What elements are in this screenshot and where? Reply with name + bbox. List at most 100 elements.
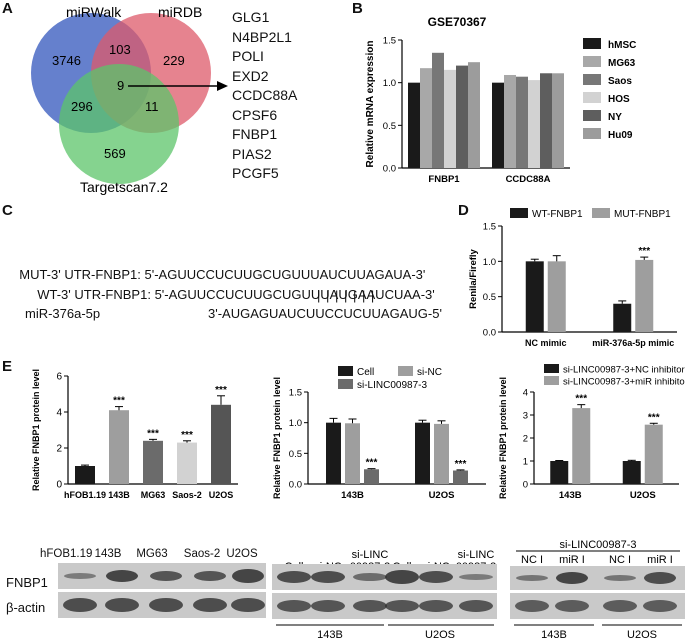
chart-d-luciferase: WT-FNBP1 MUT-FNBP1 0.0 0.5 1.0 1.5 Renila/Fire… bbox=[468, 208, 677, 348]
chart-e-rescue: si-LINC00987-3+NC inhibitorsi-LINC00987-… bbox=[498, 364, 685, 501]
wt-sequence: 5'-AGUUCCUCUUGCUGUUUAUGAAUCUAA-3' bbox=[154, 287, 435, 302]
blot1-col: MG63 bbox=[136, 548, 168, 560]
venn-diagram: miRWalk miRDB Targetscan7.2 3746 229 569… bbox=[31, 4, 228, 195]
blot3-actin-band bbox=[603, 600, 637, 612]
blot1-actin-band bbox=[149, 598, 183, 612]
y-tick-label: 0.0 bbox=[289, 480, 302, 491]
blot2-col-label: si-LINC bbox=[352, 549, 389, 561]
legend-swatch bbox=[544, 364, 559, 373]
bar bbox=[552, 73, 564, 168]
panel-label-e: E bbox=[2, 358, 13, 375]
blot1-col: 143B bbox=[94, 548, 122, 560]
x-tick-label: hFOB1.19 bbox=[64, 490, 106, 500]
mir-label: miR-376a-5p bbox=[25, 306, 101, 321]
legend-label: MG63 bbox=[608, 58, 636, 69]
chart-b-gse70367: GSE70367 0.0 0.5 1.0 1.5 Relative mRNA expres… bbox=[365, 15, 636, 185]
blot3-fnbp1-band bbox=[604, 575, 636, 581]
mut-sequence-row: MUT-3' UTR-FNBP1: 5'-AGUUCCUCUUGCUGUUUAU… bbox=[12, 252, 425, 282]
blot2-actin-band bbox=[311, 600, 345, 612]
pairing-bars: | | | | | | | bbox=[317, 288, 376, 303]
x-tick-label: 143B bbox=[108, 490, 130, 500]
bar bbox=[492, 82, 504, 168]
blot1-actin-band bbox=[105, 598, 139, 612]
bar bbox=[540, 73, 552, 168]
bar bbox=[143, 440, 163, 484]
legend-swatch bbox=[583, 56, 601, 67]
bar bbox=[504, 74, 516, 168]
blot2-actin-band bbox=[459, 600, 493, 612]
bar bbox=[644, 424, 663, 484]
western-blot-3: si-LINC00987-3 NC I miR I NC I miR I 143B U2OS bbox=[510, 540, 685, 640]
legend-swatch bbox=[583, 128, 601, 139]
significance-label: *** bbox=[181, 430, 193, 441]
bar bbox=[420, 68, 432, 168]
western-blot-1 bbox=[58, 563, 266, 618]
venn-count-db-only: 229 bbox=[163, 53, 185, 68]
blot3-actin-band bbox=[555, 600, 589, 612]
x-tick-label: MG63 bbox=[141, 490, 166, 500]
venn-count-walk-only: 3746 bbox=[52, 53, 81, 68]
blot3-header: si-LINC00987-3 bbox=[559, 540, 636, 551]
y-tick-label: 0.5 bbox=[289, 449, 302, 460]
chart-e-cell-lines: 0 2 4 6 Relative FNBP1 protein level hFOB1.19… bbox=[31, 369, 238, 500]
group-label: 143B bbox=[317, 629, 343, 640]
blot1-col: Saos-2 bbox=[183, 548, 221, 560]
blot3-fnbp1-band bbox=[516, 575, 548, 581]
venn-label-mirdb: miRDB bbox=[158, 4, 202, 20]
y-tick-label: 1.5 bbox=[289, 388, 302, 399]
venn-count-db-ts: 11 bbox=[145, 99, 159, 114]
bar bbox=[453, 470, 468, 484]
legend-swatch bbox=[398, 366, 413, 376]
gene-item: POLI bbox=[232, 48, 264, 64]
bar bbox=[613, 303, 632, 332]
venn-circle-targetscan bbox=[59, 64, 179, 184]
x-tick-label: Saos-2 bbox=[172, 490, 202, 500]
bar bbox=[364, 469, 379, 484]
bar bbox=[635, 259, 654, 332]
bar bbox=[550, 461, 569, 484]
y-tick-label: 0 bbox=[56, 480, 62, 491]
blot2-fnbp1-band bbox=[277, 571, 311, 583]
bar bbox=[408, 82, 420, 168]
group-label: 143B bbox=[541, 629, 567, 640]
group-label: U2OS bbox=[425, 629, 455, 640]
significance-label: *** bbox=[366, 458, 378, 469]
wt-label: WT-3' UTR-FNBP1: bbox=[37, 287, 151, 302]
bar bbox=[547, 261, 566, 332]
bar bbox=[415, 422, 430, 484]
blot2-actin-band bbox=[385, 600, 419, 612]
blot1-col: U2OS bbox=[226, 548, 258, 560]
legend-label: si-LINC00987-3 bbox=[357, 380, 427, 391]
bar bbox=[432, 52, 444, 168]
venn-count-walk-db: 103 bbox=[109, 42, 131, 57]
legend-swatch bbox=[544, 376, 559, 385]
legend-label: si-NC bbox=[417, 367, 442, 378]
blot-label-fnbp1: FNBP1 bbox=[6, 575, 48, 590]
gene-item: CPSF6 bbox=[232, 106, 278, 123]
y-tick-label: 1.0 bbox=[483, 257, 496, 268]
gene-list: GLG1 N4BP2L1 POLI EXD2 CCDC88A CPSF6 FNB… bbox=[232, 8, 297, 184]
y-tick-label: 2 bbox=[56, 444, 62, 455]
blot2-actin-band bbox=[419, 600, 453, 612]
y-tick-label: 1.5 bbox=[483, 222, 496, 233]
panel-label-a: A bbox=[2, 0, 13, 17]
legend-label: NY bbox=[608, 112, 622, 123]
blot1-fnbp1-band bbox=[232, 569, 264, 583]
chart-title: GSE70367 bbox=[428, 15, 487, 29]
bar bbox=[622, 461, 641, 484]
venn-label-targetscan: Targetscan7.2 bbox=[80, 179, 168, 195]
y-tick-label: 0.0 bbox=[483, 328, 496, 339]
y-tick-label: 1 bbox=[523, 457, 528, 468]
bar bbox=[468, 62, 480, 168]
y-axis-label: Relative FNBP1 protein level bbox=[31, 369, 41, 491]
legend-label: Cell bbox=[357, 367, 374, 378]
legend-label: MUT-FNBP1 bbox=[614, 209, 671, 220]
y-tick-label: 0.5 bbox=[483, 292, 496, 303]
mut-label: MUT-3' UTR-FNBP1: bbox=[19, 267, 141, 282]
bar bbox=[211, 404, 231, 484]
legend-label: si-LINC00987-3+NC inhibitor bbox=[563, 365, 685, 376]
legend-label: Saos bbox=[608, 76, 632, 87]
gene-item: PCGF5 bbox=[232, 165, 279, 181]
y-tick-label: 4 bbox=[56, 408, 62, 419]
legend-swatch bbox=[338, 379, 353, 389]
